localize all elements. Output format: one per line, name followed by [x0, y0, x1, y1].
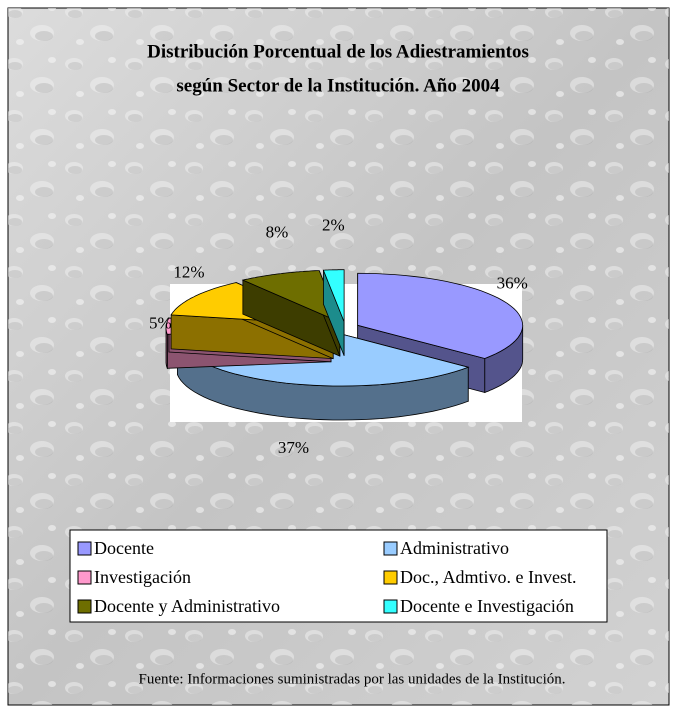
- chart-title: según Sector de la Institución. Año 2004: [176, 75, 500, 96]
- source-note: Fuente: Informaciones suministradas por …: [139, 671, 566, 687]
- chart-title: Distribución Porcentual de los Adiestram…: [147, 41, 529, 62]
- legend-swatch: [383, 541, 398, 556]
- legend-label: Docente: [94, 538, 154, 558]
- legend-swatch: [77, 570, 92, 585]
- data-label: 8%: [266, 223, 289, 242]
- legend-swatch: [77, 599, 92, 614]
- slice-top: [322, 269, 345, 322]
- slice-top: [241, 270, 341, 323]
- legend-label: Docente e Investigación: [400, 596, 574, 616]
- legend-label: Investigación: [94, 567, 191, 587]
- legend: [69, 529, 608, 623]
- pie-slice: [322, 269, 345, 356]
- data-label: 2%: [322, 216, 345, 235]
- legend-swatch: [383, 599, 398, 614]
- data-label: 37%: [278, 438, 309, 457]
- data-label: 12%: [173, 263, 204, 282]
- legend-label: Administrativo: [400, 538, 509, 558]
- legend-label: Doc., Admtivo. e Invest.: [400, 567, 576, 587]
- legend-swatch: [383, 570, 398, 585]
- slice-top: [357, 272, 524, 359]
- data-label: 36%: [497, 274, 528, 293]
- legend-swatch: [77, 541, 92, 556]
- legend-label: Docente y Administrativo: [94, 596, 280, 616]
- data-label: 5%: [149, 314, 172, 333]
